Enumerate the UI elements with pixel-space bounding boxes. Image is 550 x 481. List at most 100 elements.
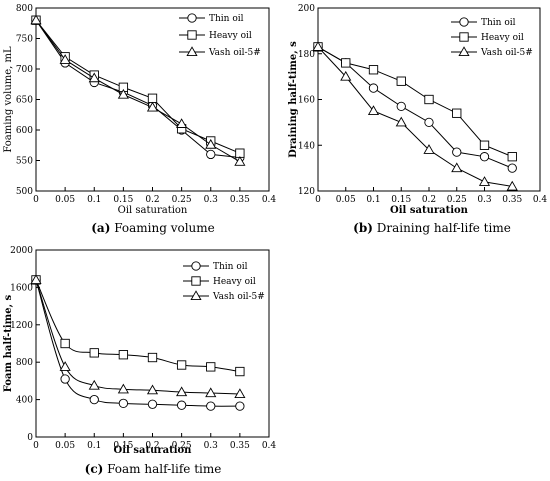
data-point (117, 383, 129, 394)
series-line (35, 19, 240, 158)
data-point (478, 176, 491, 186)
panel-caption-text: Draining half-life time (373, 221, 511, 235)
x-tick-label: 0 (315, 195, 321, 205)
x-tick-label: 0.25 (172, 441, 192, 451)
data-point (176, 360, 187, 370)
data-point (206, 362, 216, 372)
data-point (452, 147, 462, 157)
data-point (507, 152, 517, 162)
data-point (506, 180, 518, 191)
y-tick-label: 550 (16, 157, 33, 167)
panel-caption: (a) Foaming volume (91, 221, 215, 235)
data-point (479, 140, 490, 150)
y-tick-label: 500 (16, 187, 33, 197)
panel-caption-label: (c) (85, 462, 104, 476)
x-tick-label: 0.05 (55, 441, 75, 451)
chart-panel: 0 0.05 0.1 0.15 0.2 0.25 0.3 0.35 0.4 0 400 800 1200… (3, 246, 276, 476)
data-point (396, 101, 406, 112)
legend-marker (187, 13, 197, 23)
x-tick-label: 0.4 (262, 441, 277, 451)
legend-marker (190, 290, 202, 301)
y-tick-label: 200 (298, 4, 315, 14)
data-point (367, 105, 380, 115)
series-line (317, 46, 513, 187)
data-point (147, 93, 158, 103)
x-tick-label: 0.15 (391, 195, 411, 205)
data-point (89, 394, 99, 405)
data-point (368, 83, 379, 93)
data-point (88, 72, 100, 83)
data-point (117, 88, 129, 99)
data-point (176, 386, 188, 397)
x-axis-label: Oil saturation (118, 205, 188, 216)
data-point (312, 41, 324, 51)
x-tick-label: 0.2 (145, 195, 159, 205)
x-tick-label: 0.05 (336, 195, 356, 205)
data-point (368, 65, 379, 75)
data-point (479, 152, 490, 162)
legend-label: Heavy oil (209, 31, 252, 41)
data-point (146, 384, 159, 395)
data-point (60, 374, 70, 384)
legend-label: Vash oil-5# (208, 48, 261, 58)
data-point (147, 352, 158, 363)
data-point (234, 388, 246, 399)
panel-caption-text: Foam half-life time (103, 462, 221, 476)
panel-caption-label: (a) (91, 221, 110, 235)
y-tick-label: 180 (298, 50, 315, 60)
y-tick-label: 140 (298, 141, 315, 151)
data-point (205, 387, 217, 398)
x-tick-label: 0.3 (204, 441, 219, 451)
x-tick-label: 0.1 (87, 441, 101, 451)
y-tick-label: 400 (16, 396, 33, 406)
legend-label: Vash oil-5# (480, 48, 533, 58)
data-point (89, 348, 99, 358)
data-point (423, 144, 435, 154)
panel-caption-text: Foaming volume (110, 221, 214, 235)
data-point (147, 399, 158, 409)
data-point (341, 58, 351, 68)
x-tick-label: 0 (33, 195, 39, 205)
legend-marker (459, 32, 469, 42)
y-tick-label: 2000 (10, 246, 33, 256)
x-axis-label: Oil saturation (114, 445, 193, 456)
x-tick-label: 0.2 (145, 441, 159, 451)
series-line (35, 279, 240, 373)
x-tick-label: 0.05 (55, 195, 75, 205)
legend-label: Thin oil (213, 262, 248, 272)
legend-marker (187, 30, 197, 40)
y-axis-label: Draining half-time, s (288, 41, 299, 158)
x-tick-label: 0.35 (502, 195, 522, 205)
x-tick-label: 0.1 (87, 195, 101, 205)
data-point (396, 76, 406, 86)
y-tick-label: 700 (16, 65, 33, 75)
data-point (30, 274, 42, 284)
data-point (176, 400, 187, 410)
data-point (205, 138, 217, 149)
data-point (451, 162, 463, 173)
x-tick-label: 0.4 (533, 195, 548, 205)
legend-label: Thin oil (481, 18, 516, 28)
series-line (35, 19, 241, 154)
legend-label: Thin oil (209, 14, 244, 24)
y-tick-label: 750 (16, 35, 33, 45)
data-point (88, 379, 100, 390)
panel-caption-label: (b) (353, 221, 373, 235)
data-point (424, 94, 434, 105)
data-point (118, 398, 129, 408)
legend-label: Heavy oil (481, 33, 524, 43)
data-point (234, 156, 246, 166)
data-point (118, 350, 129, 360)
legend-marker (186, 46, 198, 57)
x-tick-label: 0.35 (230, 441, 250, 451)
data-point (59, 361, 71, 371)
x-tick-label: 0.4 (262, 195, 277, 205)
y-tick-label: 1600 (10, 283, 33, 293)
x-axis-label: Oil saturation (390, 205, 469, 216)
y-axis-label: Foaming volume, mL (3, 46, 14, 153)
y-tick-label: 650 (16, 96, 33, 106)
data-point (59, 54, 71, 64)
data-point (340, 70, 352, 81)
y-axis-label: Foam half-time, s (3, 294, 14, 392)
data-point (206, 149, 216, 160)
